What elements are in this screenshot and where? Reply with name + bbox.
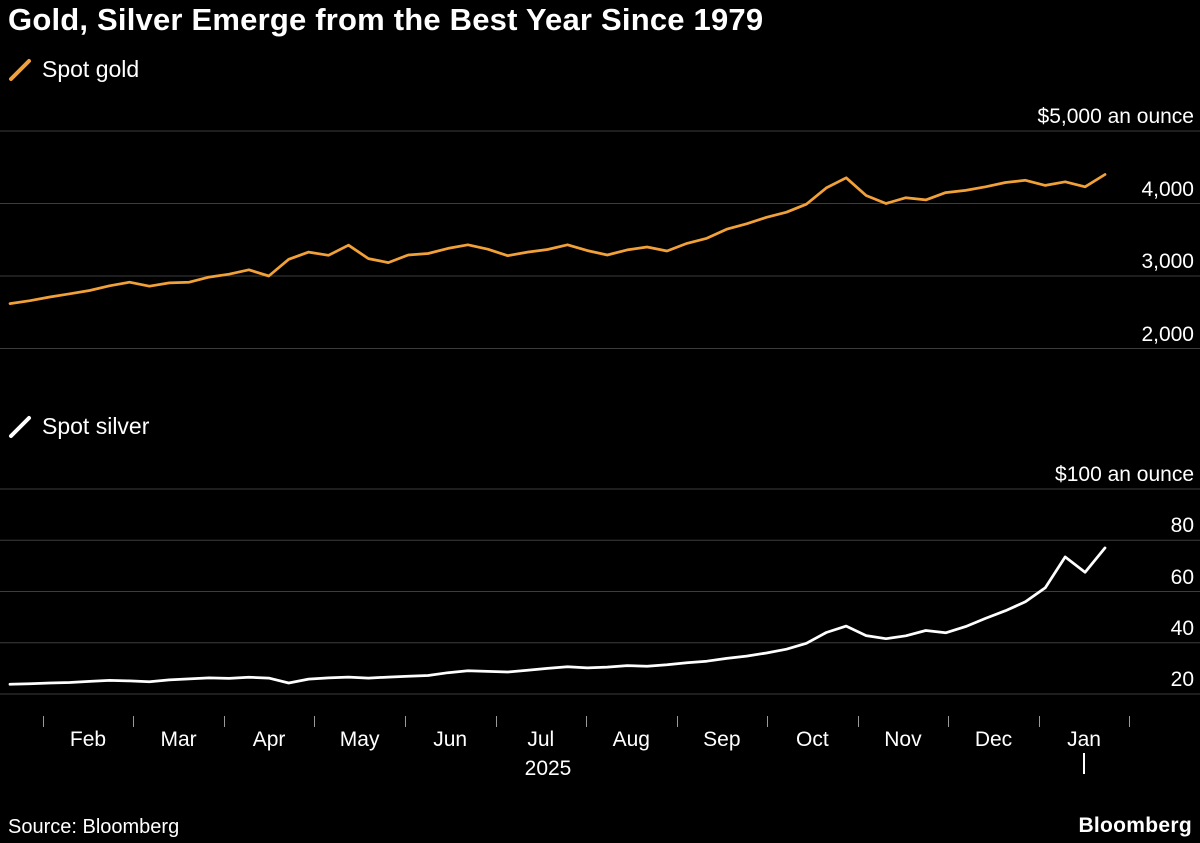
month-tick [1038, 716, 1040, 727]
month-label: May [339, 728, 380, 751]
month-label: Sep [703, 728, 741, 751]
month-label: Aug [612, 728, 650, 751]
y-axis-label: $5,000 an ounce [1037, 105, 1194, 128]
month-tick [586, 716, 587, 727]
month-label: Dec [974, 728, 1013, 751]
month-tick [404, 716, 406, 727]
month-label: Jul [527, 728, 555, 751]
year-label: 2025 [524, 757, 572, 780]
legend-gold: Spot gold [8, 56, 139, 83]
y-axis-label: 20 [1170, 668, 1194, 691]
y-axis-label: $100 an ounce [1055, 463, 1194, 486]
legend-gold-label: Spot gold [42, 56, 140, 82]
gold-chart [0, 130, 1200, 349]
source-credit: Source: Bloomberg [8, 816, 180, 838]
y-axis-label: 4,000 [1141, 177, 1194, 201]
month-label: Jan [1067, 728, 1101, 751]
month-label: Apr [252, 728, 286, 751]
legend-silver: Spot silver [8, 413, 149, 440]
gold-price-line [8, 173, 1107, 305]
month-tick [767, 716, 769, 727]
y-axis-label: 40 [1170, 616, 1194, 640]
month-tick [676, 716, 678, 727]
month-label: Feb [69, 728, 107, 751]
month-label: Oct [796, 728, 829, 751]
silver-chart-panel: $100 an ounce 80 60 40 20 [0, 455, 1200, 715]
gold-line-swatch-icon [9, 58, 31, 81]
gold-chart-panel: $5,000 an ounce 4,000 3,000 2,000 [0, 95, 1200, 365]
x-axis: 2025 Feb Mar Apr May Jun Jul Aug Sep Oct Nov Dec Ja… [0, 715, 1200, 785]
bloomberg-logo: Bloomberg [1078, 814, 1192, 837]
y-axis-label: 60 [1170, 565, 1194, 589]
month-tick [948, 716, 950, 727]
y-axis-label: 80 [1170, 514, 1194, 538]
month-label: Mar [160, 728, 197, 751]
month-tick [1129, 716, 1131, 727]
month-tick [223, 716, 225, 727]
month-tick [133, 716, 135, 727]
month-label: Nov [884, 728, 922, 751]
y-axis-label: 2,000 [1141, 322, 1194, 346]
month-tick [314, 716, 316, 727]
silver-chart [0, 488, 1200, 695]
month-tick [42, 716, 44, 727]
legend-silver-label: Spot silver [42, 413, 150, 439]
month-tick [495, 716, 497, 727]
month-tick [857, 716, 859, 727]
silver-price-line [8, 546, 1107, 686]
silver-line-swatch-icon [9, 415, 31, 438]
chart-title: Gold, Silver Emerge from the Best Year S… [8, 2, 764, 37]
month-label: Jun [433, 728, 468, 751]
year-start-tick [1083, 753, 1085, 774]
y-axis-label: 3,000 [1141, 250, 1194, 273]
